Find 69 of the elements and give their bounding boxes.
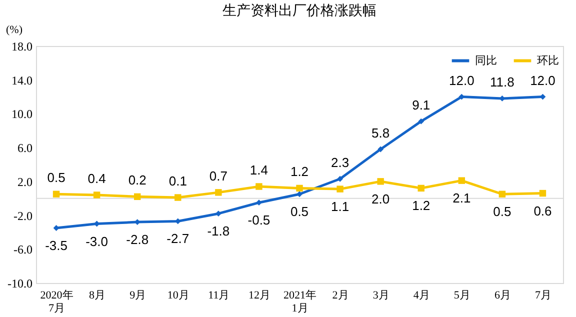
data-label: 0.5 [493,204,512,220]
data-label: 1.1 [331,199,350,214]
x-tick-label: 7月 [534,290,552,302]
point [256,200,262,206]
x-tick-label: 11月 [208,290,230,302]
x-tick-label: 12月 [248,290,270,302]
y-tick-label: -2.0 [14,208,32,223]
data-label: -3.0 [86,234,108,249]
y-tick-label: -10.0 [8,276,32,290]
x-tick-label: 5月 [454,290,470,302]
point [377,178,384,185]
point [256,183,262,190]
y-tick-label: 10.0 [12,107,32,122]
data-label: 1.2 [290,164,309,180]
data-label: 12.0 [449,72,474,88]
data-label: 5.8 [372,125,390,140]
y-axis-title: (%) [6,24,23,36]
data-label: 0.4 [88,170,106,186]
y-tick-label: 18.0 [12,40,32,54]
legend-label: 环比 [537,54,559,67]
point [296,191,302,198]
data-label: 1.2 [412,198,430,214]
data-label: -3.5 [45,238,68,253]
data-label: -1.8 [207,224,230,239]
x-tick-label: 9月 [130,290,146,302]
data-label: 1.4 [250,162,268,178]
y-tick-label: -6.0 [14,242,32,257]
data-label: 0.6 [534,203,552,218]
point [215,189,222,196]
y-tick-label: 14.0 [12,73,32,88]
point [52,190,60,198]
point [539,190,546,197]
data-label: 11.8 [490,74,514,90]
data-label: 2.1 [452,190,471,206]
data-label: 0.5 [47,170,66,186]
x-tick-label: 4月 [413,290,430,302]
legend-label: 同比 [475,54,497,67]
data-label: 0.2 [128,172,146,188]
x-tick-label: 2月 [332,290,349,302]
x-tick-label: 2021年 1月 [284,290,316,314]
data-label: 0.1 [168,174,187,189]
point [458,177,466,184]
y-tick-label: 6.0 [18,141,32,156]
point [336,186,344,192]
data-label: 9.1 [412,97,430,112]
data-label: -2.7 [166,231,190,246]
point [296,184,303,192]
point [93,192,100,198]
x-tick-label: 3月 [372,290,390,302]
x-tick-label: 6月 [494,290,511,302]
data-label: 0.7 [209,168,228,184]
point [337,176,343,182]
x-tick-label: 10月 [167,290,190,302]
data-label: 2.0 [372,191,390,206]
x-tick-label: 8月 [89,290,106,302]
point [378,146,384,152]
data-label: 12.0 [530,72,556,88]
point [498,190,506,198]
x-tick-label: 2020年 7月 [40,290,74,314]
chart-title: 生产资料出厂价格涨跌幅 [222,3,376,19]
data-label: -2.8 [126,232,149,248]
data-label: -0.5 [248,212,270,228]
y-tick-label: 2.0 [18,174,32,189]
point [418,184,424,192]
point [174,194,182,201]
point [134,193,141,200]
data-label: 0.5 [290,204,309,220]
data-label: 2.3 [331,154,350,170]
point [418,118,424,124]
